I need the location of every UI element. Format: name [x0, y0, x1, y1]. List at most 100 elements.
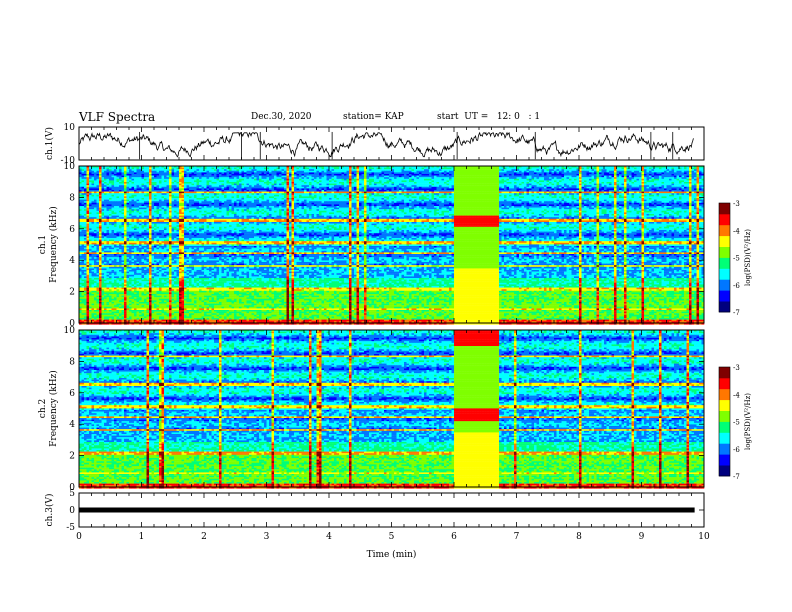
- spectrogram-cell: [156, 191, 160, 194]
- spectrogram-cell: [171, 175, 175, 178]
- spectrogram-cell: [504, 182, 507, 184]
- spectrogram-cell: [544, 191, 547, 194]
- spectrogram-cell: [469, 193, 472, 195]
- spectrogram-cell: [616, 193, 620, 195]
- spectrogram-cell: [354, 183, 357, 186]
- spectrogram-cell: [266, 191, 270, 194]
- spectrogram-cell: [506, 170, 510, 173]
- spectrogram-cell: [689, 178, 692, 181]
- spectrogram-cell: [384, 169, 387, 171]
- spectrogram-cell: [459, 174, 462, 176]
- spectrogram-cell: [414, 172, 417, 175]
- spectrogram-cell: [176, 182, 180, 184]
- spectrogram-cell: [514, 194, 517, 197]
- spectrogram-cell: [411, 191, 415, 194]
- spectrogram-cell: [579, 185, 582, 187]
- spectrogram-cell: [611, 169, 615, 171]
- spectrogram-cell: [506, 180, 510, 183]
- spectrogram-cell: [624, 178, 627, 181]
- spectrogram-cell: [676, 191, 680, 194]
- spectrogram-cell: [644, 182, 647, 184]
- spectrogram-cell: [559, 177, 562, 179]
- spectrogram-cell: [519, 172, 522, 175]
- spectrogram-cell: [534, 170, 537, 173]
- spectrogram-cell: [646, 180, 650, 183]
- spectrogram-cell: [631, 174, 635, 176]
- spectrogram-cell: [174, 194, 177, 197]
- spectrogram-cell: [364, 194, 367, 197]
- spectrogram-cell: [694, 170, 697, 173]
- spectrogram-cell: [349, 190, 352, 192]
- spectrogram-cell: [391, 188, 395, 191]
- spectrogram-cell: [116, 193, 120, 195]
- spectrogram-cell: [504, 191, 507, 194]
- spectrogram-cell: [259, 191, 262, 194]
- spectrogram-cell: [236, 174, 240, 176]
- spectrogram-cell: [256, 174, 260, 176]
- spectrogram-cell: [281, 180, 285, 183]
- spectrogram-cell: [546, 190, 550, 192]
- spectrogram-cell: [451, 172, 455, 175]
- spectrogram-cell: [254, 182, 257, 184]
- spectrogram-cell: [341, 167, 345, 170]
- spectrogram-cell: [551, 172, 555, 175]
- spectrogram-cell: [171, 172, 175, 175]
- spectrogram-cell: [376, 194, 380, 197]
- spectrogram-cell: [301, 182, 305, 184]
- spectrogram-cell: [236, 170, 240, 173]
- spectrogram-cell: [396, 194, 400, 197]
- spectrogram-cell: [146, 188, 150, 191]
- spectrogram-cell: [159, 169, 162, 171]
- spectrogram-cell: [574, 172, 577, 175]
- spectrogram-cell: [439, 182, 442, 184]
- spectrogram-cell: [679, 193, 682, 195]
- spectrogram-cell: [551, 170, 555, 173]
- spectrogram-cell: [286, 177, 290, 179]
- spectrogram-cell: [261, 196, 265, 199]
- spectrogram-cell: [79, 175, 82, 178]
- spectrogram-cell: [496, 177, 500, 179]
- spectrogram-cell: [694, 169, 697, 171]
- spectrogram-cell: [459, 175, 462, 178]
- spectrogram-cell: [616, 191, 620, 194]
- spectrogram-cell: [376, 166, 380, 168]
- spectrogram-cell: [669, 169, 672, 171]
- spectrogram-cell: [94, 172, 97, 175]
- spectrogram-cell: [256, 167, 260, 170]
- spectrogram-cell: [354, 186, 357, 189]
- spectrogram-cell: [666, 178, 670, 181]
- spectrogram-cell: [514, 190, 517, 192]
- spectrogram-cell: [274, 188, 277, 191]
- spectrogram-cell: [614, 174, 617, 176]
- spectrogram-cell: [126, 170, 130, 173]
- spectrogram-cell: [219, 183, 222, 186]
- spectrogram-cell: [104, 172, 107, 175]
- spectrogram-cell: [179, 194, 182, 197]
- spectrogram-cell: [514, 167, 517, 170]
- spectrogram-cell: [391, 196, 395, 199]
- spectrogram-cell: [469, 194, 472, 197]
- spectrogram-cell: [436, 178, 440, 181]
- spectrogram-cell: [519, 183, 522, 186]
- spectrogram-cell: [386, 196, 390, 199]
- spectrogram-cell: [336, 180, 340, 183]
- spectrogram-cell: [111, 188, 115, 191]
- spectrogram-cell: [669, 166, 672, 168]
- spectrogram-cell: [421, 167, 425, 170]
- spectrogram-cell: [556, 190, 560, 192]
- spectrogram-cell: [384, 174, 387, 176]
- spectrogram-cell: [174, 174, 177, 176]
- spectrogram-cell: [394, 169, 397, 171]
- spectrogram-cell: [199, 175, 202, 178]
- spectrogram-cell: [226, 172, 230, 175]
- spectrogram-cell: [536, 193, 540, 195]
- spectrogram-cell: [264, 167, 267, 170]
- spectrogram-cell: [516, 180, 520, 183]
- spectrogram-cell: [246, 191, 250, 194]
- spectrogram-cell: [424, 183, 427, 186]
- spectrogram-cell: [129, 175, 132, 178]
- spectrogram-cell: [436, 167, 440, 170]
- spectrogram-cell: [429, 169, 432, 171]
- spectrogram-cell: [231, 191, 235, 194]
- spectrogram-cell: [539, 170, 542, 173]
